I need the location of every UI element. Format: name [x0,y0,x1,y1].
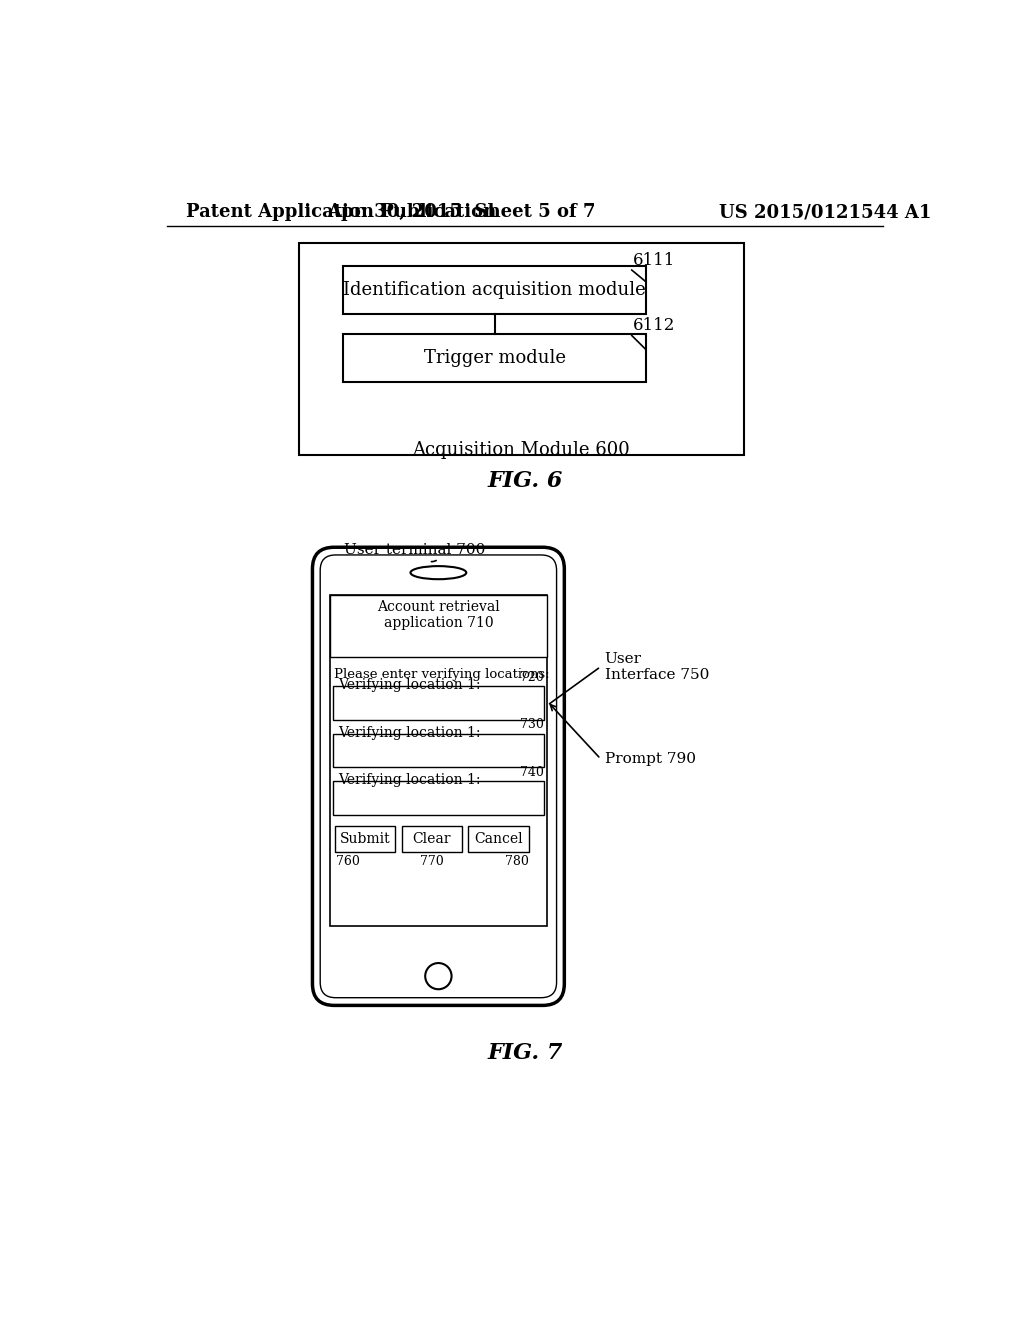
Text: 6112: 6112 [633,317,676,334]
Text: 770: 770 [420,855,443,869]
FancyBboxPatch shape [321,554,557,998]
FancyBboxPatch shape [312,548,564,1006]
Text: 730: 730 [520,718,544,731]
Bar [343,334,646,381]
Text: Acquisition Module 600: Acquisition Module 600 [413,441,630,459]
Bar [333,686,544,719]
Bar [299,243,744,455]
Ellipse shape [411,566,466,579]
Bar [335,826,395,853]
Text: 740: 740 [520,766,544,779]
Bar [330,595,547,656]
Text: Patent Application Publication: Patent Application Publication [186,203,497,220]
Text: 780: 780 [505,855,528,869]
Text: Verifying location 1:: Verifying location 1: [338,726,480,739]
Text: User terminal 700: User terminal 700 [344,544,485,557]
Text: FIG. 7: FIG. 7 [487,1043,562,1064]
Text: Verifying location 1:: Verifying location 1: [338,774,480,788]
Text: 6111: 6111 [633,252,676,268]
Text: User
Interface 750: User Interface 750 [604,652,709,681]
Text: Prompt 790: Prompt 790 [604,752,695,766]
Circle shape [425,964,452,989]
Bar [343,267,646,314]
Bar [468,826,528,853]
Bar [330,595,547,927]
Bar [333,781,544,816]
Bar [333,734,544,767]
Text: Please enter verifying locations:: Please enter verifying locations: [334,668,550,681]
Text: Clear: Clear [413,832,451,846]
Text: Apr. 30, 2015  Sheet 5 of 7: Apr. 30, 2015 Sheet 5 of 7 [327,203,596,220]
Text: 760: 760 [337,855,360,869]
Text: Cancel: Cancel [474,832,523,846]
Text: Trigger module: Trigger module [424,348,565,367]
Text: FIG. 6: FIG. 6 [487,470,562,492]
Text: Submit: Submit [340,832,390,846]
Text: Account retrieval
application 710: Account retrieval application 710 [377,599,500,630]
Text: US 2015/0121544 A1: US 2015/0121544 A1 [719,203,932,220]
Text: Identification acquisition module: Identification acquisition module [343,281,646,300]
Text: 720: 720 [520,671,544,684]
Text: Verifying location 1:: Verifying location 1: [338,678,480,692]
Bar [401,826,462,853]
